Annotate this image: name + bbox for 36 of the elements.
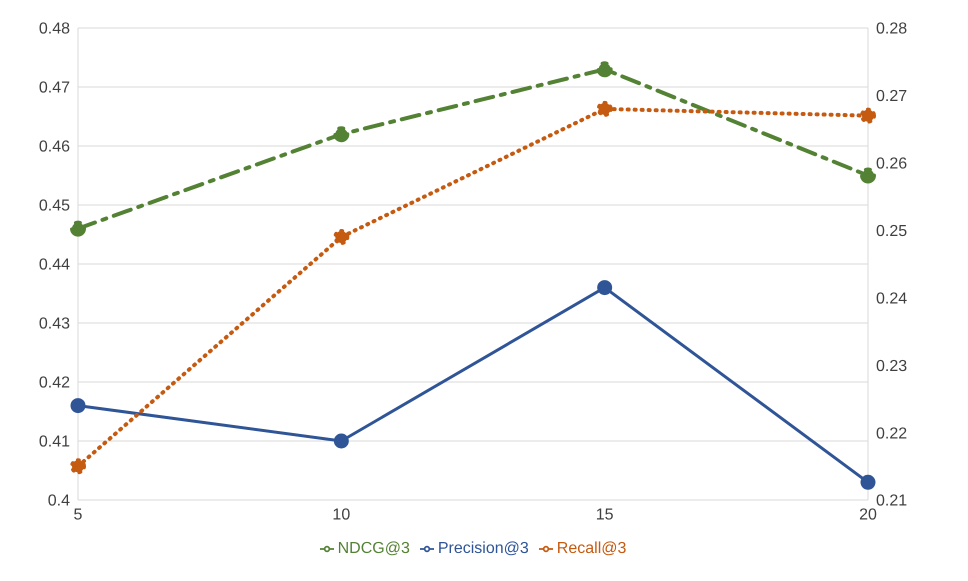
point [860,168,876,184]
y-tick-label: 0.41 [38,434,70,451]
legend-label: NDCG@3 [338,540,410,557]
x-tick-label: 5 [74,506,83,524]
point [860,474,876,490]
x-tick-label: 20 [859,506,877,524]
point [70,220,86,237]
y2-tick-label: 0.27 [876,88,908,106]
point [596,61,613,78]
y-tick-label: 0.4 [48,492,70,510]
y2-tick-label: 0.24 [876,290,908,308]
point [333,126,350,142]
y2-tick-label: 0.26 [876,156,908,173]
point [597,280,612,296]
y-tick-label: 0.42 [38,374,70,392]
y-tick-label: 0.43 [38,316,70,333]
y-tick-label: 0.46 [38,138,70,156]
point [70,458,86,474]
y2-tick-label: 0.25 [876,222,908,240]
y2-tick-label: 0.21 [876,492,908,510]
x-tick-label: 15 [596,506,614,524]
y-tick-label: 0.48 [38,20,70,38]
point [333,229,350,246]
y2-tick-label: 0.23 [876,358,908,375]
point [596,100,613,117]
y2-tick-label: 0.22 [876,425,908,442]
y2-tick-label: 0.28 [876,20,908,38]
y-tick-label: 0.44 [38,256,70,274]
y-tick-label: 0.47 [38,80,70,97]
legend-label: Precision@3 [438,540,529,557]
y-tick-label: 0.45 [38,198,70,215]
point [334,434,349,448]
legend-label: Recall@3 [556,540,626,557]
x-tick-label: 10 [332,506,350,524]
point [70,398,86,414]
point [860,108,876,124]
